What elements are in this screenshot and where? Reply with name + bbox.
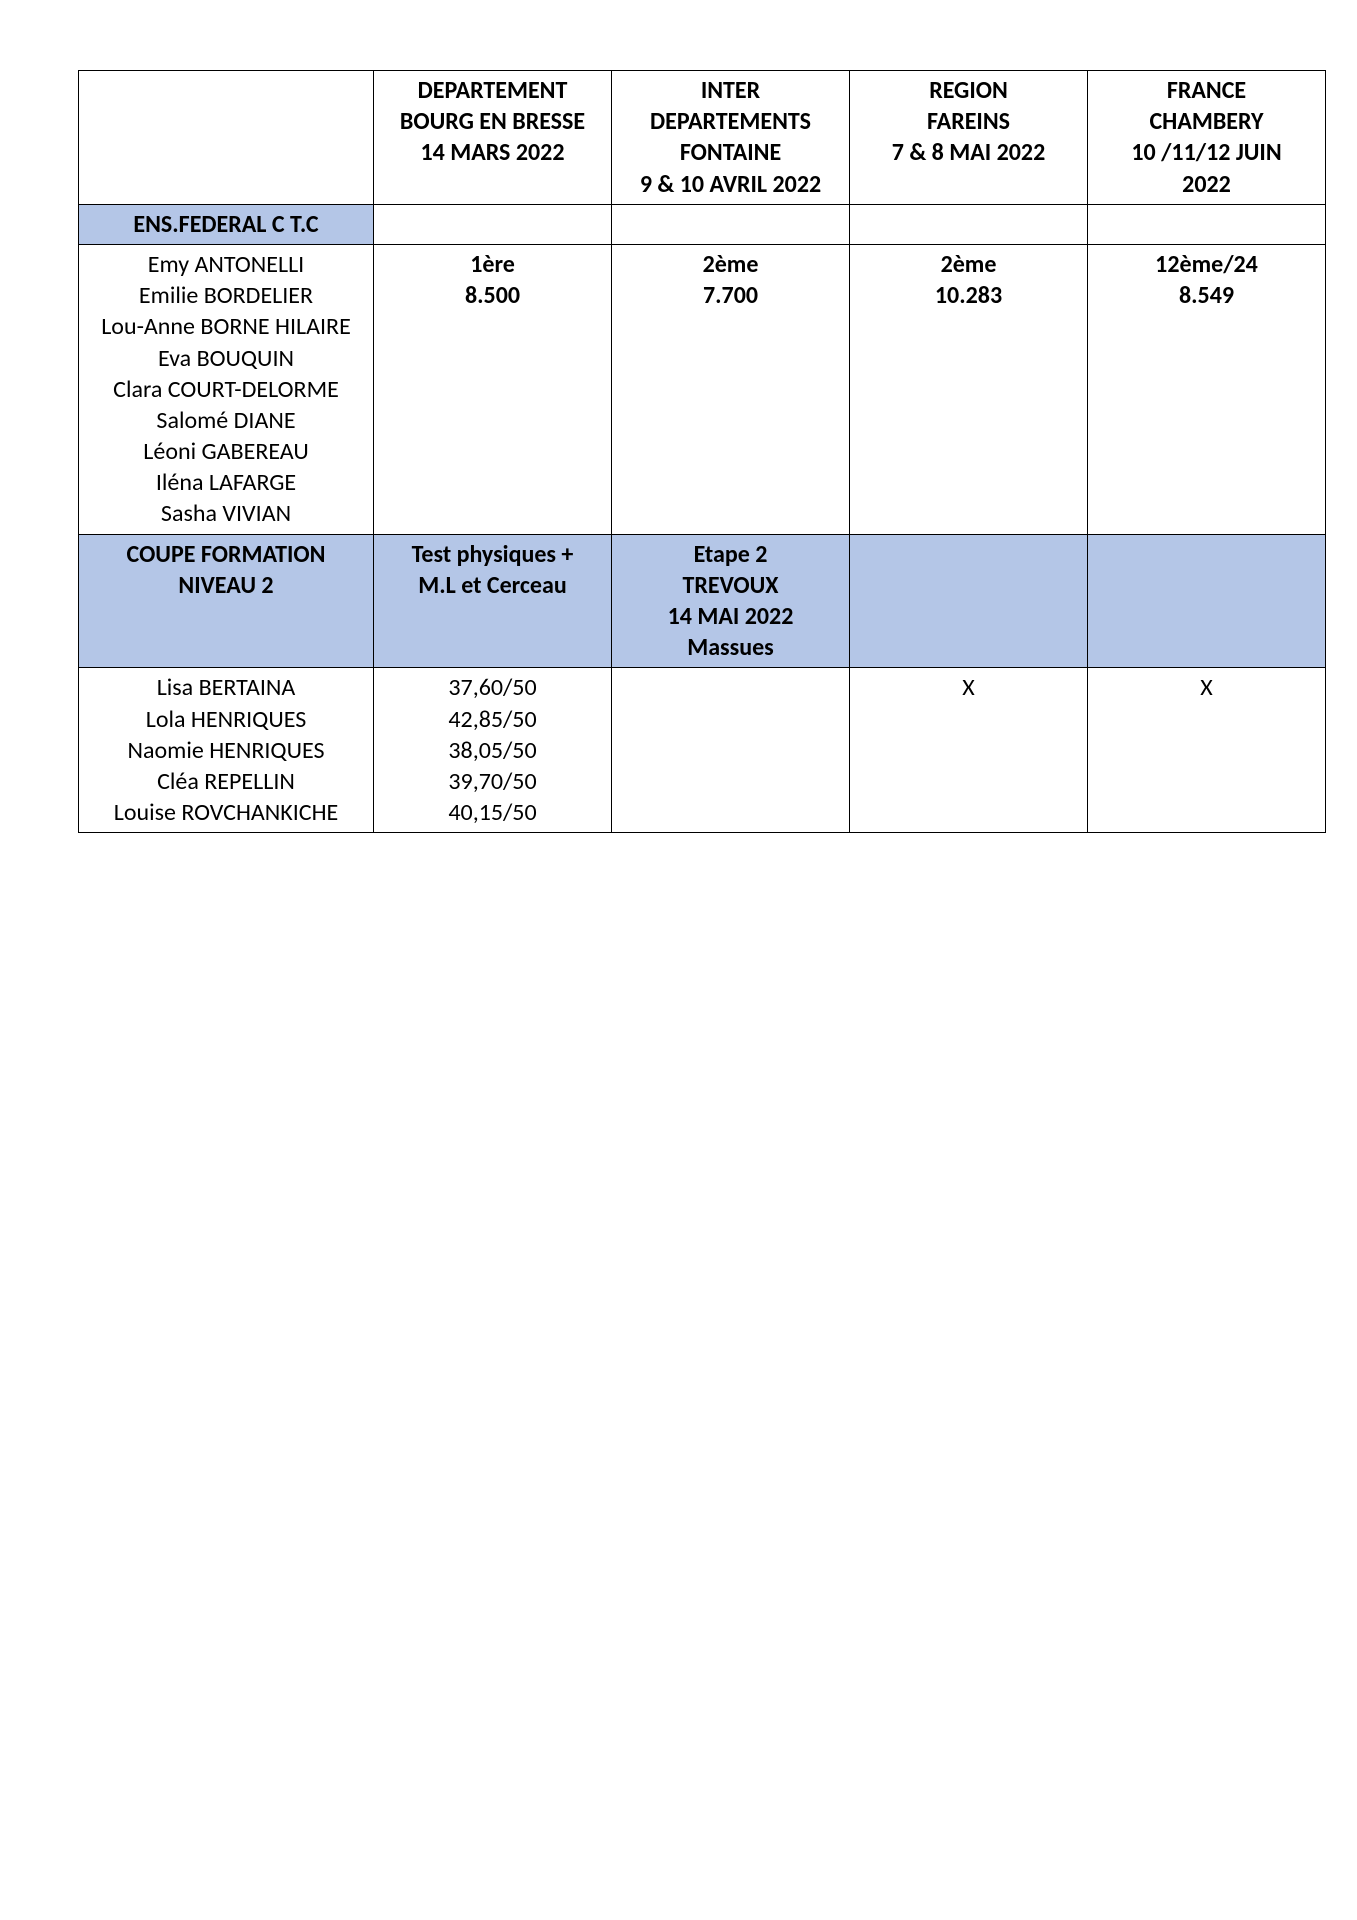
s2-score-0: 37,60/50 [380, 672, 605, 703]
hdr-c3-l3: FONTAINE [618, 137, 843, 168]
hdr-c5-l1: FRANCE [1094, 75, 1319, 106]
s2-name-4: Louise ROVCHANKICHE [85, 797, 367, 828]
hdr-c2-l1: DEPARTEMENT [380, 75, 605, 106]
header-france: FRANCE CHAMBERY 10 /11/12 JUIN 2022 [1088, 71, 1326, 205]
s2-c4-0: X [856, 672, 1081, 703]
section1-c2: 1ère 8.500 [374, 244, 612, 534]
section2-c5: X [1088, 668, 1326, 833]
header-empty [79, 71, 374, 205]
s2b-c2-l2: M.L et Cerceau [380, 570, 605, 601]
hdr-c5-l4: 2022 [1094, 169, 1319, 200]
s1-c2-l1: 1ère [380, 249, 605, 280]
s1-c5-l2: 8.549 [1094, 280, 1319, 311]
s1-c4-l1: 2ème [856, 249, 1081, 280]
s2b-c3-l3: 14 MAI 2022 [618, 601, 843, 632]
s1-name-5: Salomé DIANE [85, 405, 367, 436]
s2-score-4: 40,15/50 [380, 797, 605, 828]
s1-c4-l2: 10.283 [856, 280, 1081, 311]
s2b-c3-l1: Etape 2 [618, 539, 843, 570]
hdr-c4-l2: FAREINS [856, 106, 1081, 137]
s1-name-1: Emilie BORDELIER [85, 280, 367, 311]
hdr-c3-l2: DEPARTEMENTS [618, 106, 843, 137]
section1-c5: 12ème/24 8.549 [1088, 244, 1326, 534]
section1-c4: 2ème 10.283 [850, 244, 1088, 534]
hdr-c5-l3: 10 /11/12 JUIN [1094, 137, 1319, 168]
header-inter: INTER DEPARTEMENTS FONTAINE 9 & 10 AVRIL… [612, 71, 850, 205]
hdr-c3-l1: INTER [618, 75, 843, 106]
s2-name-1: Lola HENRIQUES [85, 704, 367, 735]
section1-band-c5 [1088, 204, 1326, 244]
section2-band-c3: Etape 2 TREVOUX 14 MAI 2022 Massues [612, 534, 850, 668]
section2-scores: 37,60/50 42,85/50 38,05/50 39,70/50 40,1… [374, 668, 612, 833]
header-region: REGION FAREINS 7 & 8 MAI 2022 [850, 71, 1088, 205]
s2-score-3: 39,70/50 [380, 766, 605, 797]
s2-name-2: Naomie HENRIQUES [85, 735, 367, 766]
s2-name-3: Cléa REPELLIN [85, 766, 367, 797]
section1-c3: 2ème 7.700 [612, 244, 850, 534]
section1-band-row: ENS.FEDERAL C T.C [79, 204, 1326, 244]
s1-name-7: Iléna LAFARGE [85, 467, 367, 498]
s1-name-6: Léoni GABEREAU [85, 436, 367, 467]
s1-name-3: Eva BOUQUIN [85, 343, 367, 374]
section2-band-row: COUPE FORMATION NIVEAU 2 Test physiques … [79, 534, 1326, 668]
section1-names: Emy ANTONELLI Emilie BORDELIER Lou-Anne … [79, 244, 374, 534]
hdr-c3-l4: 9 & 10 AVRIL 2022 [618, 169, 843, 200]
s1-c3-l1: 2ème [618, 249, 843, 280]
s1-name-8: Sasha VIVIAN [85, 498, 367, 529]
section2-band-c4 [850, 534, 1088, 668]
s2b-c1-l2: NIVEAU 2 [85, 570, 367, 601]
section2-data-row: Lisa BERTAINA Lola HENRIQUES Naomie HENR… [79, 668, 1326, 833]
hdr-c4-l1: REGION [856, 75, 1081, 106]
header-departement: DEPARTEMENT BOURG EN BRESSE 14 MARS 2022 [374, 71, 612, 205]
hdr-c5-l2: CHAMBERY [1094, 106, 1319, 137]
section1-data-row: Emy ANTONELLI Emilie BORDELIER Lou-Anne … [79, 244, 1326, 534]
s2b-c1-l1: COUPE FORMATION [85, 539, 367, 570]
s1-c3-l2: 7.700 [618, 280, 843, 311]
header-row: DEPARTEMENT BOURG EN BRESSE 14 MARS 2022… [79, 71, 1326, 205]
section1-band-label: ENS.FEDERAL C T.C [79, 204, 374, 244]
s2-score-2: 38,05/50 [380, 735, 605, 766]
s2b-c2-l1: Test physiques + [380, 539, 605, 570]
section2-band-c1: COUPE FORMATION NIVEAU 2 [79, 534, 374, 668]
section1-band-c3 [612, 204, 850, 244]
s2-score-1: 42,85/50 [380, 704, 605, 735]
s1-c2-l2: 8.500 [380, 280, 605, 311]
section1-band-c4 [850, 204, 1088, 244]
results-table: DEPARTEMENT BOURG EN BRESSE 14 MARS 2022… [78, 70, 1326, 833]
s2-name-0: Lisa BERTAINA [85, 672, 367, 703]
section2-band-c2: Test physiques + M.L et Cerceau [374, 534, 612, 668]
hdr-c2-l2: BOURG EN BRESSE [380, 106, 605, 137]
s1-name-2: Lou-Anne BORNE HILAIRE [85, 311, 367, 342]
section2-c4: X [850, 668, 1088, 833]
s1-c5-l1: 12ème/24 [1094, 249, 1319, 280]
section1-band-c2 [374, 204, 612, 244]
s2b-c3-l2: TREVOUX [618, 570, 843, 601]
section2-band-c5 [1088, 534, 1326, 668]
s1-name-4: Clara COURT-DELORME [85, 374, 367, 405]
page: DEPARTEMENT BOURG EN BRESSE 14 MARS 2022… [0, 0, 1357, 833]
hdr-c2-l3: 14 MARS 2022 [380, 137, 605, 168]
section2-c3 [612, 668, 850, 833]
section2-names: Lisa BERTAINA Lola HENRIQUES Naomie HENR… [79, 668, 374, 833]
s1-name-0: Emy ANTONELLI [85, 249, 367, 280]
s2-c5-0: X [1094, 672, 1319, 703]
hdr-c4-l3: 7 & 8 MAI 2022 [856, 137, 1081, 168]
s2b-c3-l4: Massues [618, 632, 843, 663]
